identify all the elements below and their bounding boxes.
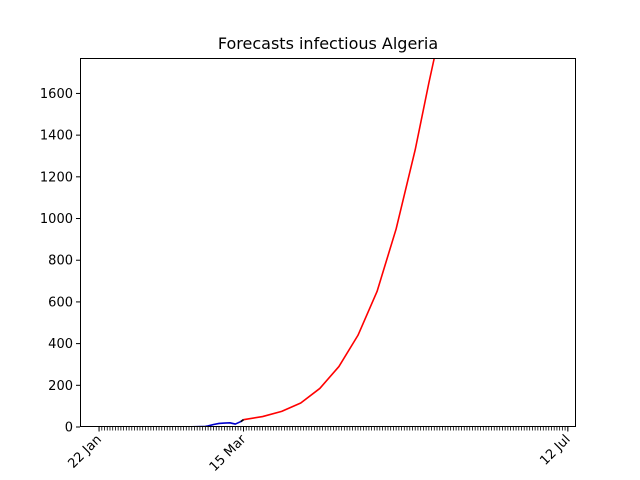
y-tick-label: 400 — [48, 337, 73, 352]
y-tick-label: 800 — [48, 254, 73, 269]
series-group — [99, 58, 436, 427]
x-tick-label: 22 Jan — [66, 432, 105, 471]
series-line-2 — [243, 58, 436, 421]
axes: 0 200 400 600 800 1000 1200 1400 1600 22 Jan 15 Ma… — [40, 58, 576, 475]
y-tick-label: 1400 — [40, 129, 73, 144]
chart-title: Forecasts infectious Algeria — [218, 34, 438, 53]
x-tick-label: 12 Jul — [537, 432, 573, 468]
y-tick-label: 1600 — [40, 87, 73, 102]
y-tick-label: 200 — [48, 379, 73, 394]
y-tick-label: 1200 — [40, 170, 73, 185]
y-tick-label: 0 — [65, 421, 73, 436]
y-tick-label: 600 — [48, 295, 73, 310]
y-tick-label: 1000 — [40, 212, 73, 227]
x-tick-label: 15 Mar — [207, 432, 250, 475]
series-line-3 — [240, 419, 244, 423]
plot-frame — [80, 58, 576, 427]
series-line-1 — [99, 419, 244, 427]
